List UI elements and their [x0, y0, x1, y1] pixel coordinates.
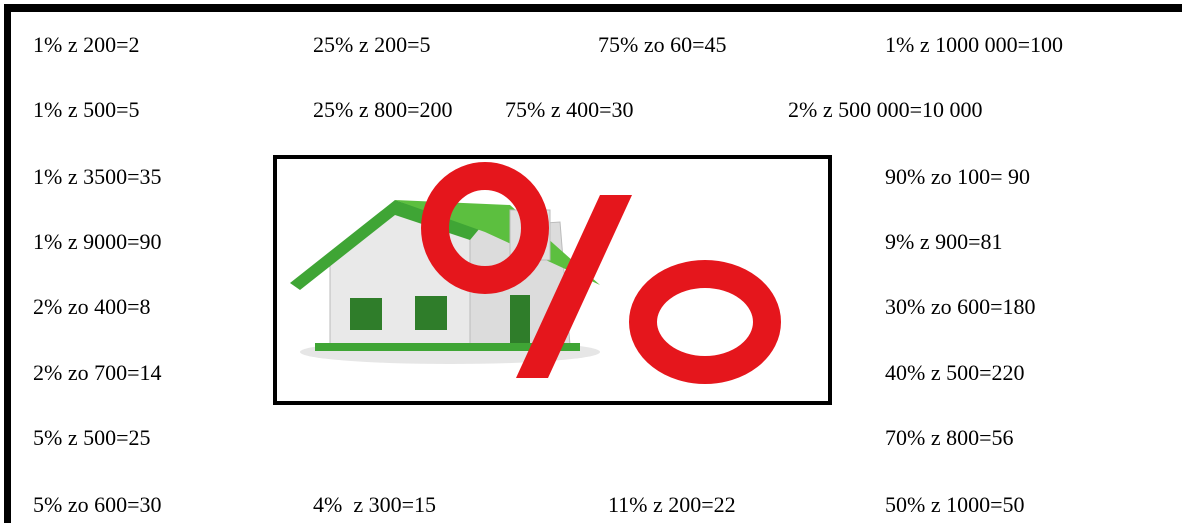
- problem: 40% z 500=220: [885, 360, 1025, 386]
- problem: 75% z 400=30: [505, 97, 634, 123]
- worksheet-page: {"rows": [ ["1% z 200=2", "25% z 200=5",…: [0, 0, 1182, 523]
- problem: 2% zo 400=8: [33, 294, 151, 320]
- problem: 4% z 300=15: [313, 492, 436, 518]
- problem: 1% z 200=2: [33, 32, 140, 58]
- problem: 2% z 500 000=10 000: [788, 97, 983, 123]
- door: [510, 295, 530, 345]
- problem: 90% zo 100= 90: [885, 164, 1030, 190]
- problem: 1% z 3500=35: [33, 164, 162, 190]
- problem: 11% z 200=22: [608, 492, 736, 518]
- illustration: [275, 157, 830, 403]
- problem: 5% z 500=25: [33, 425, 151, 451]
- problem: 25% z 800=200: [313, 97, 453, 123]
- problem: 30% zo 600=180: [885, 294, 1036, 320]
- problem: 50% z 1000=50: [885, 492, 1025, 518]
- problem: 25% z 200=5: [313, 32, 431, 58]
- problem: 1% z 500=5: [33, 97, 140, 123]
- window: [350, 298, 382, 330]
- top-border: [4, 4, 1182, 12]
- problem: 2% zo 700=14: [33, 360, 162, 386]
- problem: 75% zo 60=45: [598, 32, 727, 58]
- window: [415, 296, 447, 330]
- problem: 1% z 9000=90: [33, 229, 162, 255]
- problem: 70% z 800=56: [885, 425, 1014, 451]
- problem: 5% zo 600=30: [33, 492, 162, 518]
- problem: 1% z 1000 000=100: [885, 32, 1063, 58]
- problem: 9% z 900=81: [885, 229, 1003, 255]
- left-border: [4, 4, 11, 523]
